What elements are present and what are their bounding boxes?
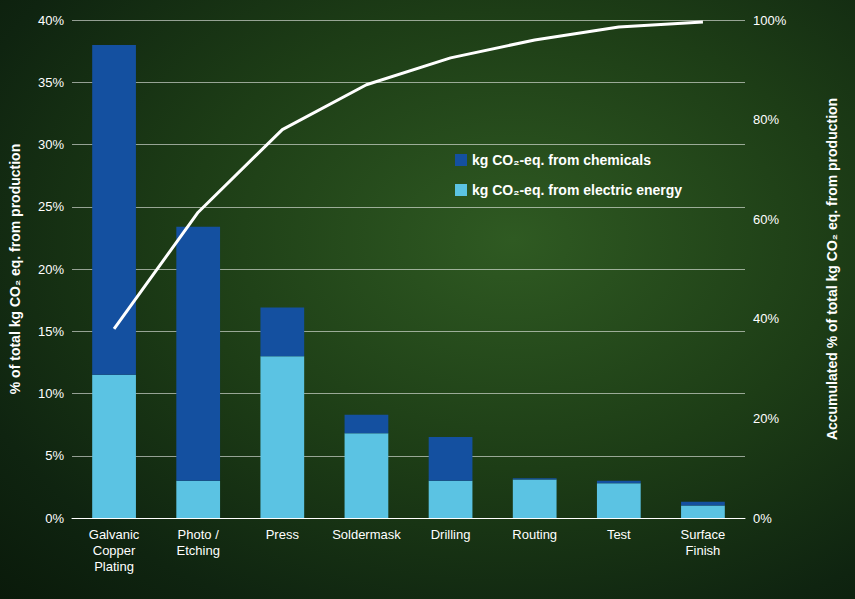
svg-text:Soldermask: Soldermask [332, 527, 401, 542]
svg-text:Routing: Routing [512, 527, 557, 542]
svg-text:kg CO₂-eq. from electric energ: kg CO₂-eq. from electric energy [472, 182, 682, 198]
svg-text:Etching: Etching [177, 543, 220, 558]
svg-text:0%: 0% [753, 511, 772, 526]
svg-text:25%: 25% [38, 199, 64, 214]
svg-text:Photo /: Photo / [178, 527, 220, 542]
svg-text:Surface: Surface [681, 527, 726, 542]
svg-text:Drilling: Drilling [431, 527, 471, 542]
svg-text:15%: 15% [38, 324, 64, 339]
svg-text:100%: 100% [753, 13, 787, 28]
svg-text:Test: Test [607, 527, 631, 542]
svg-text:80%: 80% [753, 112, 779, 127]
svg-text:30%: 30% [38, 137, 64, 152]
svg-text:5%: 5% [45, 448, 64, 463]
svg-text:0%: 0% [45, 511, 64, 526]
svg-text:40%: 40% [38, 13, 64, 28]
svg-text:% of total kg CO₂ eq. from pro: % of total kg CO₂ eq. from production [7, 144, 23, 394]
svg-text:40%: 40% [753, 311, 779, 326]
svg-text:35%: 35% [38, 75, 64, 90]
svg-text:10%: 10% [38, 386, 64, 401]
svg-text:Press: Press [266, 527, 300, 542]
svg-text:Galvanic: Galvanic [89, 527, 140, 542]
svg-text:Copper: Copper [93, 543, 136, 558]
svg-text:20%: 20% [38, 262, 64, 277]
svg-text:Accumulated % of total kg CO₂: Accumulated % of total kg CO₂ eq. from p… [824, 98, 840, 440]
svg-text:kg CO₂-eq. from chemicals: kg CO₂-eq. from chemicals [472, 152, 651, 168]
svg-text:Plating: Plating [94, 559, 134, 574]
svg-text:20%: 20% [753, 411, 779, 426]
svg-text:Finish: Finish [686, 543, 721, 558]
svg-text:60%: 60% [753, 212, 779, 227]
